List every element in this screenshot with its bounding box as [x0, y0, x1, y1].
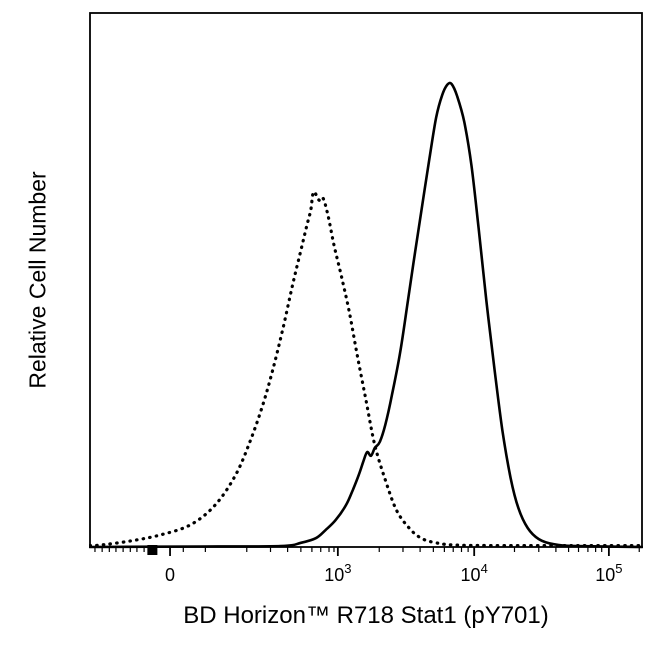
x-tick-label: 0: [165, 565, 175, 585]
x-axis-title: BD Horizon™ R718 Stat1 (pY701): [183, 602, 549, 629]
x-thick-tick: [147, 545, 158, 555]
x-tick-label: 104: [461, 561, 488, 585]
x-tick-label: 103: [324, 561, 351, 585]
dotted-curve: [89, 190, 643, 548]
y-axis-label: Relative Cell Number: [24, 171, 51, 389]
plot-box: [89, 12, 643, 548]
solid-curve: [89, 81, 643, 549]
x-tick-label: 105: [595, 561, 622, 585]
